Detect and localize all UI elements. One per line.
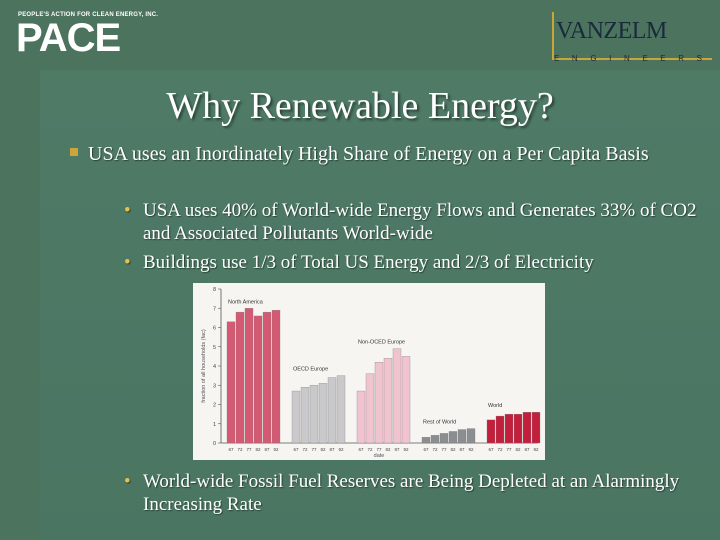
y-tick-label: 1 — [213, 422, 216, 428]
x-axis-label: date — [374, 453, 385, 459]
x-tick-label: 67 — [488, 447, 494, 452]
side-band — [0, 70, 40, 540]
x-tick-label: 67 — [293, 447, 299, 452]
x-tick-label: 92 — [338, 447, 344, 452]
y-tick-label: 5 — [213, 345, 216, 351]
bar — [486, 419, 496, 444]
bar — [448, 431, 458, 444]
x-tick-label: 77 — [506, 447, 512, 452]
y-tick-label: 0 — [213, 441, 216, 447]
y-tick-label: 7 — [213, 306, 216, 312]
vanzelm-frame — [552, 12, 712, 60]
series-label: North America — [228, 299, 264, 305]
bar — [226, 321, 236, 444]
x-tick-label: 72 — [432, 447, 438, 452]
bar — [504, 413, 514, 444]
x-tick-label: 87 — [459, 447, 465, 452]
bar — [365, 373, 375, 444]
bar — [522, 412, 532, 444]
bar — [531, 412, 541, 444]
y-tick-label: 3 — [213, 383, 216, 389]
y-tick-label: 8 — [213, 287, 216, 293]
x-tick-label: 87 — [524, 447, 530, 452]
x-tick-label: 77 — [376, 447, 382, 452]
series-label: Rest of World — [423, 420, 456, 426]
x-tick-label: 82 — [515, 447, 521, 452]
x-tick-label: 82 — [255, 447, 261, 452]
vanzelm-engineers: ENGINEERS — [554, 54, 715, 63]
x-tick-label: 72 — [237, 447, 243, 452]
subbullet-2: • Buildings use 1/3 of Total US Energy a… — [124, 251, 703, 274]
bar — [327, 377, 337, 444]
bar — [235, 311, 245, 444]
vanzelm-name: VANZELM — [556, 18, 667, 44]
bar — [300, 387, 310, 444]
subbullet-3: • World-wide Fossil Fuel Reserves are Be… — [124, 470, 703, 516]
bar — [291, 390, 301, 444]
bar — [383, 358, 393, 444]
series-label: OECD Europe — [293, 367, 328, 373]
dot-bullet-icon: • — [124, 471, 131, 492]
subbullet-2-text: Buildings use 1/3 of Total US Energy and… — [143, 252, 594, 273]
y-axis-label: fraction of all households (fac) — [201, 329, 207, 403]
y-tick-label: 2 — [213, 403, 216, 409]
subbullet-1-text: USA uses 40% of World-wide Energy Flows … — [143, 200, 697, 244]
bar — [253, 315, 263, 444]
dot-bullet-icon: • — [124, 252, 131, 273]
bullet-1-text: USA uses an Inordinately High Share of E… — [88, 143, 649, 165]
bar — [309, 385, 319, 444]
bar — [318, 383, 328, 444]
bar — [244, 308, 254, 444]
bar — [513, 413, 523, 444]
pace-tagline: PEOPLE'S ACTION FOR CLEAN ENERGY, INC. — [18, 12, 159, 18]
x-tick-label: 72 — [367, 447, 373, 452]
x-tick-label: 87 — [394, 447, 400, 452]
energy-chart: 0 1 2 3 4 5 6 7 8 fraction of all households (fac… — [193, 283, 545, 460]
x-tick-label: 82 — [320, 447, 326, 452]
bar — [466, 428, 476, 444]
x-tick-label: 92 — [403, 447, 409, 452]
y-tick-label: 4 — [213, 364, 216, 370]
bar — [457, 429, 467, 444]
x-tick-label: 92 — [468, 447, 474, 452]
x-tick-label: 92 — [533, 447, 539, 452]
bar — [495, 415, 505, 444]
vanzelm-logo: VANZELM ENGINEERS — [552, 12, 715, 63]
series-label: Non-OCED Europe — [358, 340, 405, 346]
subbullet-1: • USA uses 40% of World-wide Energy Flow… — [124, 199, 703, 245]
x-tick-label: 92 — [273, 447, 279, 452]
x-tick-label: 77 — [441, 447, 447, 452]
y-tick-label: 6 — [213, 326, 216, 332]
x-tick-label: 77 — [246, 447, 252, 452]
dot-bullet-icon: • — [124, 200, 131, 221]
x-tick-label: 87 — [329, 447, 335, 452]
square-bullet-icon — [70, 148, 78, 156]
bar — [430, 435, 440, 444]
bullet-1: USA uses an Inordinately High Share of E… — [70, 142, 688, 166]
x-tick-label: 82 — [450, 447, 456, 452]
bar — [262, 311, 272, 444]
bar — [336, 375, 346, 444]
bar — [392, 348, 402, 444]
x-tick-label: 72 — [302, 447, 308, 452]
bar — [356, 390, 366, 444]
bar — [374, 362, 384, 444]
bar — [421, 437, 431, 444]
x-tick-label: 67 — [228, 447, 234, 452]
bar — [439, 433, 449, 444]
x-tick-label: 77 — [311, 447, 317, 452]
slide-title: Why Renewable Energy? — [166, 85, 554, 127]
x-tick-label: 67 — [358, 447, 364, 452]
x-tick-label: 72 — [497, 447, 503, 452]
x-tick-label: 87 — [264, 447, 270, 452]
subbullet-3-text: World-wide Fossil Fuel Reserves are Bein… — [143, 471, 680, 515]
bar — [401, 356, 411, 444]
pace-logo: PACE — [16, 16, 121, 60]
x-tick-label: 82 — [385, 447, 391, 452]
x-tick-label: 67 — [423, 447, 429, 452]
series-label: World — [488, 403, 502, 409]
bar — [271, 310, 281, 444]
